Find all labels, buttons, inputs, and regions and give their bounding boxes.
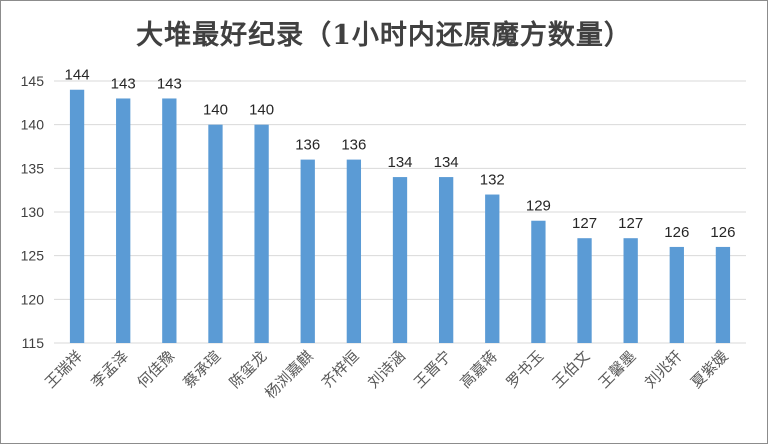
data-label: 126 <box>710 224 735 241</box>
category-label: 刘兆轩 <box>641 347 686 392</box>
y-tick-label: 135 <box>21 160 45 176</box>
category-label: 王伯文 <box>549 347 594 392</box>
bar <box>300 159 315 343</box>
y-tick-label: 140 <box>21 117 45 133</box>
data-label: 136 <box>341 137 366 154</box>
bar <box>208 124 223 344</box>
bar <box>531 220 546 343</box>
bar <box>116 98 131 343</box>
bar <box>392 177 408 343</box>
y-axis-ticks: 115 120 125 130 135 140 145 <box>21 73 45 351</box>
data-label: 140 <box>249 102 274 119</box>
bar <box>69 89 85 343</box>
category-label: 杨浏嘉麒 <box>261 347 316 402</box>
bar <box>669 246 684 343</box>
data-labels: 144 143 143 140 140 136 136 134 134 132 129 127 127 1… <box>65 67 736 241</box>
data-label: 143 <box>157 75 182 92</box>
data-label: 134 <box>434 154 459 171</box>
data-label: 129 <box>526 198 551 215</box>
data-label: 132 <box>480 172 505 189</box>
data-label: 126 <box>664 224 689 241</box>
data-label: 143 <box>111 75 136 92</box>
data-label: 140 <box>203 102 228 119</box>
bar <box>485 194 500 343</box>
category-label: 王馨墨 <box>595 347 640 392</box>
data-label: 127 <box>572 215 597 232</box>
bar <box>623 238 638 343</box>
category-label: 何佳豫 <box>134 347 179 392</box>
category-label: 齐梓恒 <box>318 347 363 392</box>
category-label: 蔡承瑄 <box>180 347 225 392</box>
bar <box>715 246 731 343</box>
category-label: 李孟泽 <box>87 347 132 392</box>
category-label: 陈玺龙 <box>226 347 271 392</box>
bar <box>346 159 362 343</box>
category-label: 王瑞祥 <box>41 347 86 392</box>
bar <box>438 177 454 343</box>
category-label: 高嘉蒋 <box>457 347 502 392</box>
y-tick-label: 125 <box>21 248 45 264</box>
y-tick-label: 145 <box>21 73 45 89</box>
y-tick-label: 130 <box>21 204 45 220</box>
data-label: 136 <box>295 137 320 154</box>
bar <box>254 124 269 344</box>
category-label: 刘诗涵 <box>364 347 409 392</box>
data-label: 144 <box>65 67 90 84</box>
category-label: 罗书玉 <box>503 347 548 392</box>
y-tick-label: 120 <box>21 291 45 307</box>
data-label: 134 <box>387 154 412 171</box>
category-label: 王晋宁 <box>410 347 455 392</box>
y-tick-label: 115 <box>22 335 45 351</box>
bar <box>162 98 177 343</box>
data-label: 127 <box>618 215 643 232</box>
chart-title: 大堆最好纪录（1小时内还原魔方数量） <box>136 20 632 51</box>
bars <box>69 89 731 344</box>
bar <box>577 238 592 343</box>
category-label: 夏紫媛 <box>687 347 732 392</box>
